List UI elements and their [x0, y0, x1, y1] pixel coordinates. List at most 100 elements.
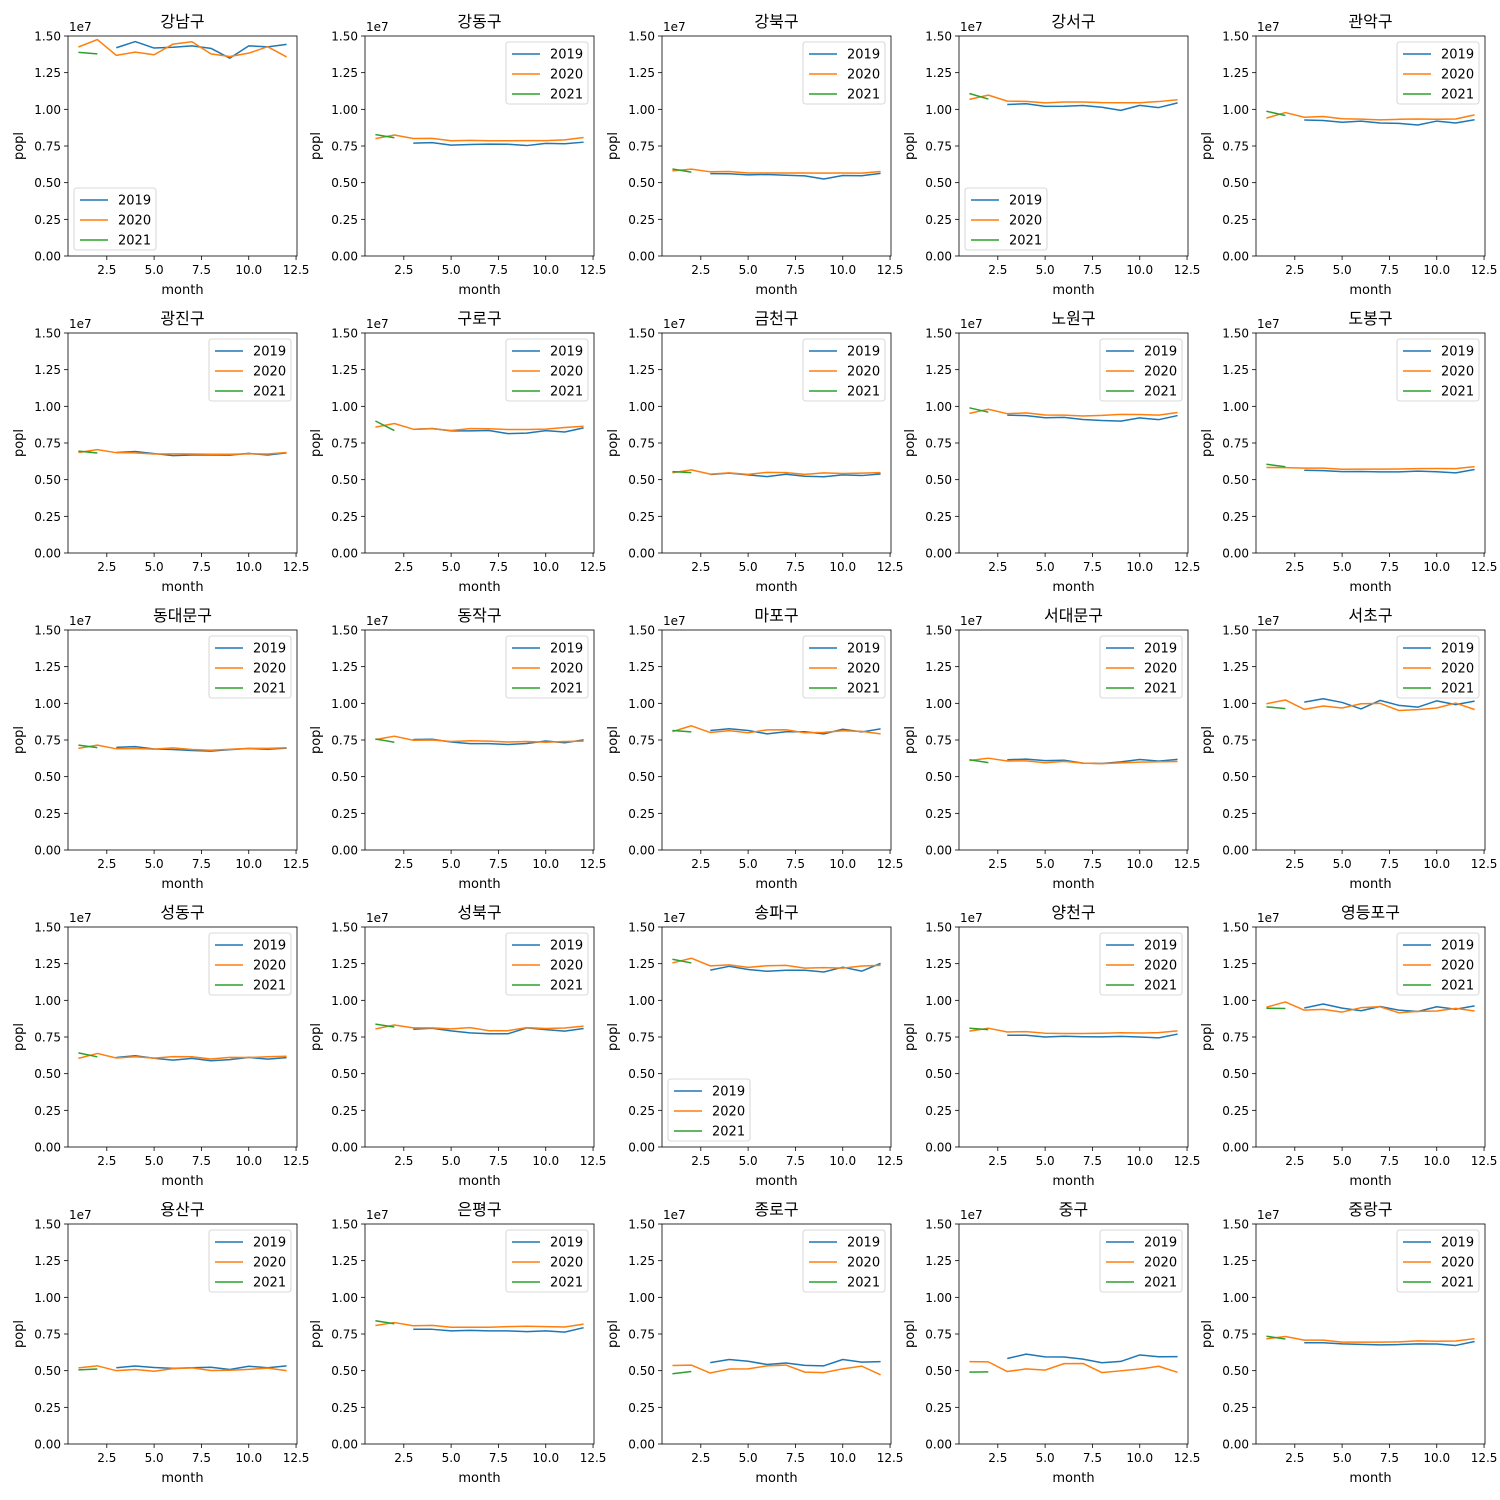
x-tick-label: 12.5 — [580, 1451, 607, 1465]
legend-label-2020: 2020 — [1441, 1256, 1474, 1271]
y-tick-label: 1.25 — [34, 66, 61, 80]
y-tick-label: 1.00 — [925, 400, 952, 414]
legend-label-2020: 2020 — [253, 959, 286, 974]
x-axis-label: month — [755, 1471, 797, 1486]
y-tick-label: 1.50 — [628, 1218, 655, 1232]
y-tick-label: 1.50 — [331, 921, 358, 935]
y-tick-label: 1.25 — [34, 957, 61, 971]
legend-label-2020: 2020 — [550, 365, 583, 380]
subplot-15: 서초구 0.00 0.25 0.50 0.75 1.00 1.25 1.50 2.5 5.0 7.5… — [1200, 606, 1497, 892]
y-tick-label: 1.50 — [34, 921, 61, 935]
series-2019-line — [413, 1027, 584, 1035]
legend-box — [505, 338, 589, 402]
y-tick-label: 1.00 — [628, 400, 655, 414]
legend-label-2020: 2020 — [712, 1105, 745, 1120]
x-tick-label: 10.0 — [235, 560, 262, 574]
x-tick-label: 2.5 — [988, 857, 1007, 871]
x-tick-label: 12.5 — [1471, 1154, 1498, 1168]
legend-label-2020: 2020 — [1144, 959, 1177, 974]
y-axis-label: popl — [309, 1023, 324, 1051]
y-tick-label: 1.50 — [331, 30, 358, 44]
x-axis-label: month — [1349, 1174, 1391, 1189]
y-tick-label: 0.25 — [628, 510, 655, 524]
legend-label-2021: 2021 — [1144, 682, 1177, 697]
x-tick-label: 10.0 — [235, 1154, 262, 1168]
series-2020-line — [969, 408, 1178, 417]
series-2020-line — [969, 94, 1178, 104]
y-offset-label: 1e7 — [366, 614, 389, 628]
y-tick-label: 1.50 — [331, 624, 358, 638]
x-tick-label: 12.5 — [1174, 560, 1201, 574]
subplot-title: 강서구 — [1051, 12, 1095, 31]
series-2021-line — [1266, 463, 1286, 468]
y-tick-label: 1.50 — [1222, 30, 1249, 44]
subplot-title: 영등포구 — [1341, 903, 1400, 922]
y-tick-label: 0.50 — [925, 176, 952, 190]
legend-label-2021: 2021 — [550, 682, 583, 697]
legend: 2019 2020 2021 — [964, 187, 1048, 251]
x-axis-label: month — [1052, 1471, 1094, 1486]
y-tick-label: 0.25 — [1222, 1401, 1249, 1415]
x-tick-label: 5.0 — [442, 1451, 461, 1465]
legend-box — [667, 1078, 751, 1142]
y-tick-label: 0.50 — [925, 770, 952, 784]
legend-label-2021: 2021 — [847, 88, 880, 103]
legend-label-2020: 2020 — [1144, 365, 1177, 380]
legend-label-2021: 2021 — [1009, 234, 1042, 249]
series-2021-line — [78, 1368, 98, 1371]
y-tick-label: 0.75 — [628, 437, 655, 451]
y-tick-label: 0.50 — [628, 1364, 655, 1378]
y-offset-label: 1e7 — [960, 614, 983, 628]
y-tick-label: 0.25 — [34, 1401, 61, 1415]
subplot-title: 강동구 — [457, 12, 501, 31]
y-offset-label: 1e7 — [69, 1208, 92, 1222]
y-tick-label: 0.25 — [331, 1401, 358, 1415]
y-tick-label: 0.75 — [331, 734, 358, 748]
y-tick-label: 1.50 — [628, 30, 655, 44]
y-axis-label: popl — [903, 1320, 918, 1348]
x-tick-label: 10.0 — [532, 1154, 559, 1168]
y-tick-label: 0.00 — [925, 250, 952, 264]
legend-label-2021: 2021 — [550, 1276, 583, 1291]
y-tick-label: 0.50 — [628, 1067, 655, 1081]
subplot-7: 구로구 0.00 0.25 0.50 0.75 1.00 1.25 1.50 2.5 5.0 7.5… — [309, 309, 606, 595]
y-tick-label: 1.50 — [331, 1218, 358, 1232]
y-tick-label: 1.00 — [1222, 103, 1249, 117]
x-tick-label: 5.0 — [1333, 263, 1352, 277]
y-axis-label: popl — [1200, 1023, 1215, 1051]
x-tick-label: 2.5 — [691, 560, 710, 574]
legend-label-2019: 2019 — [550, 1236, 583, 1251]
y-tick-label: 1.25 — [331, 363, 358, 377]
series-2019-line — [116, 1365, 287, 1371]
legend-label-2020: 2020 — [1144, 662, 1177, 677]
x-tick-label: 10.0 — [532, 560, 559, 574]
x-tick-label: 7.5 — [786, 560, 805, 574]
y-tick-label: 0.50 — [925, 473, 952, 487]
x-tick-label: 12.5 — [877, 857, 904, 871]
subplot-title: 중구 — [1059, 1200, 1088, 1219]
legend-box — [1396, 1229, 1480, 1293]
legend-label-2021: 2021 — [253, 1276, 286, 1291]
legend-label-2019: 2019 — [253, 939, 286, 954]
legend-box — [208, 1229, 292, 1293]
subplot-23: 종로구 0.00 0.25 0.50 0.75 1.00 1.25 1.50 2.5 5.0 7.5… — [606, 1200, 903, 1486]
plot-frame — [364, 332, 595, 554]
legend-label-2021: 2021 — [847, 385, 880, 400]
x-tick-label: 10.0 — [1423, 560, 1450, 574]
legend-label-2020: 2020 — [847, 1256, 880, 1271]
series-2021-line — [375, 1320, 395, 1325]
legend-label-2020: 2020 — [253, 365, 286, 380]
y-tick-label: 1.00 — [34, 1291, 61, 1305]
legend-box — [505, 41, 589, 105]
series-2021-line — [969, 759, 989, 764]
series-2019-line — [1007, 102, 1178, 112]
legend-box — [802, 635, 886, 699]
y-tick-label: 1.00 — [1222, 400, 1249, 414]
x-tick-label: 12.5 — [1174, 1451, 1201, 1465]
y-offset-label: 1e7 — [69, 614, 92, 628]
y-tick-label: 0.75 — [1222, 437, 1249, 451]
y-offset-label: 1e7 — [960, 1208, 983, 1222]
legend-box — [505, 635, 589, 699]
y-axis-label: popl — [12, 429, 27, 457]
x-tick-label: 5.0 — [442, 560, 461, 574]
